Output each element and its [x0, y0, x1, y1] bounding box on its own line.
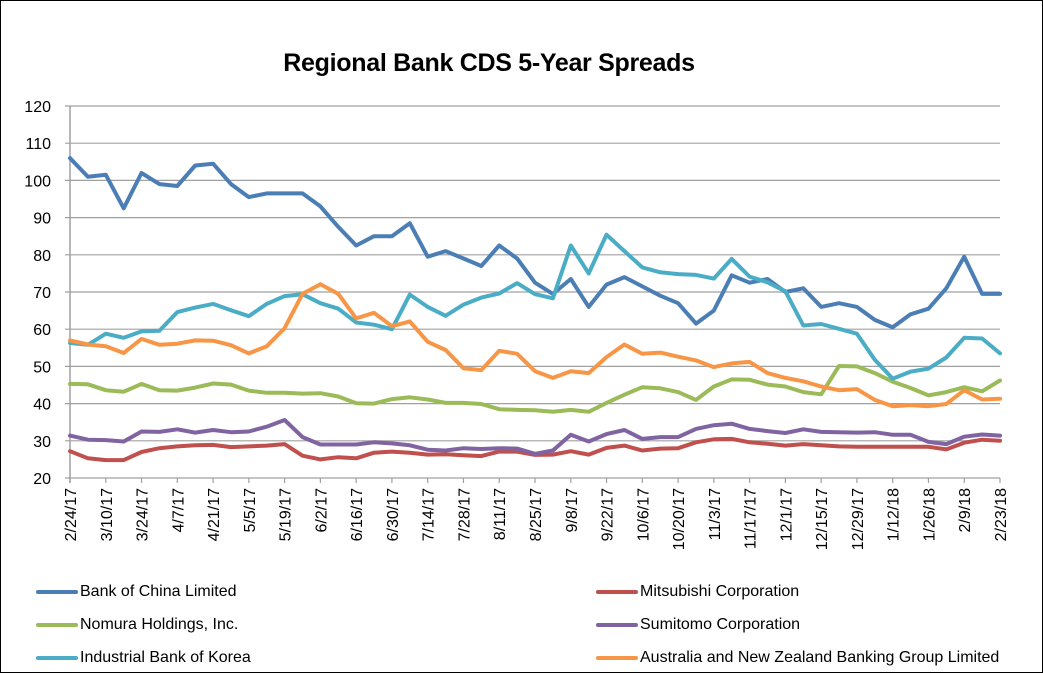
y-tick-label: 30	[33, 434, 51, 451]
x-tick-label: 9/8/17	[564, 488, 581, 533]
y-tick-label: 40	[33, 397, 51, 414]
legend-item: Mitsubishi Corporation	[596, 581, 799, 603]
y-tick-label: 120	[24, 99, 51, 116]
series-line-4	[68, 232, 1002, 381]
x-tick-label: 4/7/17	[170, 488, 187, 533]
series-line-1	[68, 436, 1002, 463]
y-tick-label: 100	[24, 173, 51, 190]
x-tick-label: 9/22/17	[600, 488, 617, 541]
x-tick-label: 1/26/18	[921, 488, 938, 541]
y-tick-label: 50	[33, 359, 51, 376]
legend: Bank of China Limited Mitsubishi Corporat…	[1, 576, 1043, 674]
x-tick-label: 6/2/17	[313, 488, 330, 533]
legend-swatch	[36, 623, 78, 627]
x-tick-label: 11/17/17	[743, 488, 760, 549]
legend-label: Industrial Bank of Korea	[80, 649, 251, 666]
legend-item: Sumitomo Corporation	[596, 614, 800, 636]
x-tick-label: 1/12/18	[886, 488, 903, 541]
legend-label: Australia and New Zealand Banking Group …	[640, 649, 1000, 666]
x-tick-label: 11/3/17	[707, 488, 724, 540]
legend-item: Industrial Bank of Korea	[36, 647, 251, 669]
legend-label: Mitsubishi Corporation	[640, 583, 800, 600]
legend-swatch	[36, 656, 78, 660]
series-line-2	[68, 364, 1002, 414]
legend-swatch	[596, 590, 638, 594]
x-tick-label: 5/5/17	[242, 488, 259, 533]
x-tick-label: 12/29/17	[850, 488, 867, 550]
y-tick-label: 110	[25, 136, 51, 153]
chart-title: Regional Bank CDS 5-Year Spreads	[283, 49, 695, 77]
legend-label: Bank of China Limited	[80, 583, 237, 600]
x-tick-label: 12/15/17	[814, 488, 831, 550]
y-tick-label: 20	[33, 471, 51, 488]
x-tick-label: 6/30/17	[385, 488, 402, 541]
legend-item: Australia and New Zealand Banking Group …	[596, 647, 999, 669]
legend-label: Sumitomo Corporation	[640, 616, 801, 633]
y-tick-label: 80	[33, 248, 51, 265]
x-tick-label: 8/25/17	[528, 488, 545, 541]
legend-item: Bank of China Limited	[36, 581, 237, 603]
legend-item: Nomura Holdings, Inc.	[36, 614, 238, 636]
x-tick-label: 8/11/17	[492, 488, 509, 540]
x-tick-label: 12/1/17	[778, 488, 795, 541]
x-tick-label: 10/6/17	[635, 488, 652, 541]
legend-swatch	[596, 623, 638, 627]
x-tick-label: 3/10/17	[99, 488, 116, 541]
gridlines	[65, 105, 1000, 479]
y-tick-label: 60	[33, 322, 51, 339]
x-tick-label: 5/19/17	[278, 488, 295, 541]
x-tick-label: 7/14/17	[421, 488, 438, 541]
series-line-0	[68, 156, 1002, 330]
y-tick-label: 90	[33, 211, 51, 228]
line-chart: 20 30 40 50 60 70 80 90 100 110 120 2/24/17 3/10/17 3…	[24, 99, 1010, 550]
x-tick-label: 10/20/17	[671, 488, 688, 550]
x-tick-label: 4/21/17	[206, 488, 223, 541]
x-tick-label: 7/28/17	[456, 488, 473, 541]
x-tick-label: 2/24/17	[63, 488, 80, 541]
x-tick-label: 6/16/17	[349, 488, 366, 541]
legend-swatch	[596, 656, 638, 660]
series-lines	[68, 156, 1002, 463]
legend-swatch	[36, 590, 78, 594]
x-tick-label: 2/23/18	[993, 488, 1010, 541]
series-line-5	[68, 282, 1002, 409]
y-tick-label: 70	[33, 285, 51, 302]
x-tick-label: 3/24/17	[135, 488, 152, 541]
axes: 20 30 40 50 60 70 80 90 100 110 120 2/24/17 3/10/17 3…	[24, 99, 1010, 550]
legend-label: Nomura Holdings, Inc.	[80, 616, 239, 633]
x-tick-label: 2/9/18	[957, 488, 974, 533]
series-line-3	[68, 418, 1002, 456]
